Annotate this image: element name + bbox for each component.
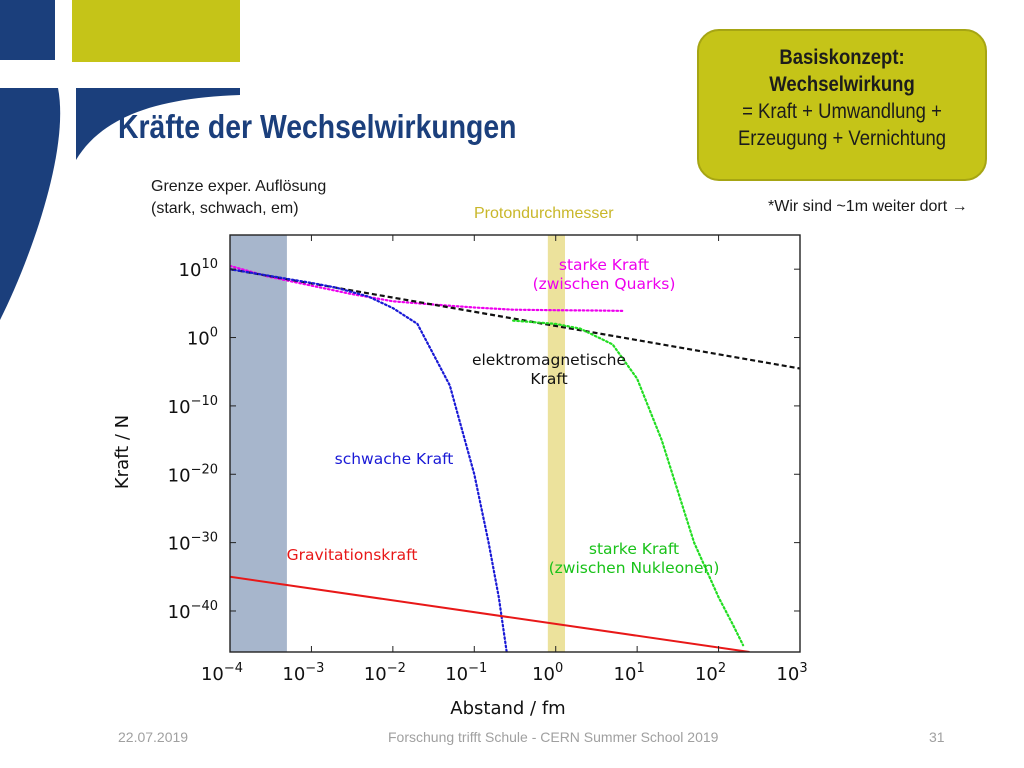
x-tick-exp: 1 xyxy=(636,661,644,676)
y-tick-exp: −30 xyxy=(191,531,218,546)
series-label-line-2: (zwischen Nukleonen) xyxy=(549,559,720,577)
series-label-schwache-kraft: schwache Kraft xyxy=(335,450,454,468)
x-tick-label: 10−3 xyxy=(282,661,324,685)
band-proton-diameter xyxy=(547,235,565,652)
x-tick-label: 10−2 xyxy=(364,661,406,685)
y-tick-exp: 0 xyxy=(210,326,218,341)
y-tick-exp: 10 xyxy=(201,257,218,272)
band-resolution-limit xyxy=(230,235,287,652)
concept-line-2: Wechselwirkung xyxy=(769,73,915,96)
x-tick-base: 10 xyxy=(695,664,718,685)
series-starke-kraft-nukleonen xyxy=(511,319,745,647)
distance-note: *Wir sind ~1m weiter dort → xyxy=(768,198,968,215)
series-schwache-kraft xyxy=(230,268,508,652)
x-tick-base: 10 xyxy=(364,664,387,685)
x-tick-label: 100 xyxy=(532,661,563,685)
chart-bands xyxy=(230,235,565,652)
chart-labels: starke Kraft (zwischen Quarks)elektromagn… xyxy=(287,256,720,577)
y-tick-base: 10 xyxy=(168,534,191,555)
chart-series xyxy=(230,264,800,652)
proton-diameter-note: Protondurchmesser xyxy=(474,205,614,222)
concept-line-1: Basiskonzept: xyxy=(779,46,905,69)
y-tick-base: 10 xyxy=(168,397,191,418)
series-label-line-2: (zwischen Quarks) xyxy=(533,275,676,293)
y-tick-exp: −40 xyxy=(191,599,218,614)
resolution-note: Grenze exper. Auflösung (stark, schwach,… xyxy=(151,176,326,220)
series-label-line-1: starke Kraft xyxy=(559,256,649,274)
x-tick-exp: −2 xyxy=(387,661,406,676)
y-tick-base: 10 xyxy=(187,329,210,350)
x-tick-exp: 0 xyxy=(555,661,563,676)
footer-page-number: 31 xyxy=(929,729,945,745)
x-tick-base: 10 xyxy=(614,664,637,685)
x-tick-label: 10−4 xyxy=(201,661,243,685)
x-tick-base: 10 xyxy=(445,664,468,685)
x-tick-label: 102 xyxy=(695,661,726,685)
y-tick-label: 100 xyxy=(187,326,218,350)
y-tick-label: 1010 xyxy=(179,257,218,281)
x-tick-base: 10 xyxy=(532,664,555,685)
x-tick-exp: −4 xyxy=(224,661,243,676)
y-tick-base: 10 xyxy=(168,465,191,486)
concept-line-4: Erzeugung + Vernichtung xyxy=(737,127,947,150)
y-tick-exp: −20 xyxy=(191,462,218,477)
plot-frame xyxy=(229,234,801,653)
series-label-line-1: starke Kraft xyxy=(589,540,679,558)
y-tick-label: 10−40 xyxy=(168,599,218,623)
concept-box: Basiskonzept: Wechselwirkung = Kraft + U… xyxy=(697,29,987,181)
resolution-note-line-1: Grenze exper. Auflösung xyxy=(151,178,327,195)
y-tick-label: 10−20 xyxy=(168,462,218,486)
x-tick-exp: −1 xyxy=(468,661,487,676)
series-gravitationskraft xyxy=(230,575,750,652)
x-tick-base: 10 xyxy=(282,664,305,685)
x-tick-label: 10−1 xyxy=(445,661,487,685)
series-label-elektromagnetische-kraft: elektromagnetische Kraft xyxy=(472,351,626,388)
y-tick-base: 10 xyxy=(168,602,191,623)
footer-title: Forschung trifft Schule - CERN Summer Sc… xyxy=(388,729,719,745)
series-label-line-1: schwache Kraft xyxy=(335,450,454,468)
page-title: Kräfte der Wechselwirkungen xyxy=(118,108,517,145)
y-tick-base: 10 xyxy=(179,260,202,281)
x-axis-label: Abstand / fm xyxy=(450,698,565,719)
resolution-note-line-2: (stark, schwach, em) xyxy=(151,200,299,217)
series-label-line-1: elektromagnetische xyxy=(472,351,626,369)
y-tick-exp: −10 xyxy=(191,394,218,409)
series-label-starke-kraft-quarks: starke Kraft (zwischen Quarks) xyxy=(533,256,676,293)
y-axis-label: Kraft / N xyxy=(112,415,133,489)
concept-line-3: = Kraft + Umwandlung + xyxy=(742,100,942,123)
series-label-starke-kraft-nukleonen: starke Kraft (zwischen Nukleonen) xyxy=(549,540,720,577)
x-tick-exp: −3 xyxy=(305,661,324,676)
series-label-gravitationskraft: Gravitationskraft xyxy=(287,546,418,564)
x-tick-label: 103 xyxy=(776,661,807,685)
footer-date: 22.07.2019 xyxy=(118,729,189,745)
x-tick-exp: 3 xyxy=(799,661,807,676)
y-tick-label: 10−10 xyxy=(168,394,218,418)
chart-ticks: 10−4 10−3 10−2 10−1 100 101 102 103101010010−10… xyxy=(168,235,808,685)
x-tick-base: 10 xyxy=(201,664,224,685)
series-label-line-2: Kraft xyxy=(530,370,567,388)
x-tick-label: 101 xyxy=(614,661,645,685)
x-tick-base: 10 xyxy=(776,664,799,685)
series-label-line-1: Gravitationskraft xyxy=(287,546,418,564)
y-tick-label: 10−30 xyxy=(168,531,218,555)
logo-decoration xyxy=(0,0,240,320)
x-tick-exp: 2 xyxy=(718,661,726,676)
